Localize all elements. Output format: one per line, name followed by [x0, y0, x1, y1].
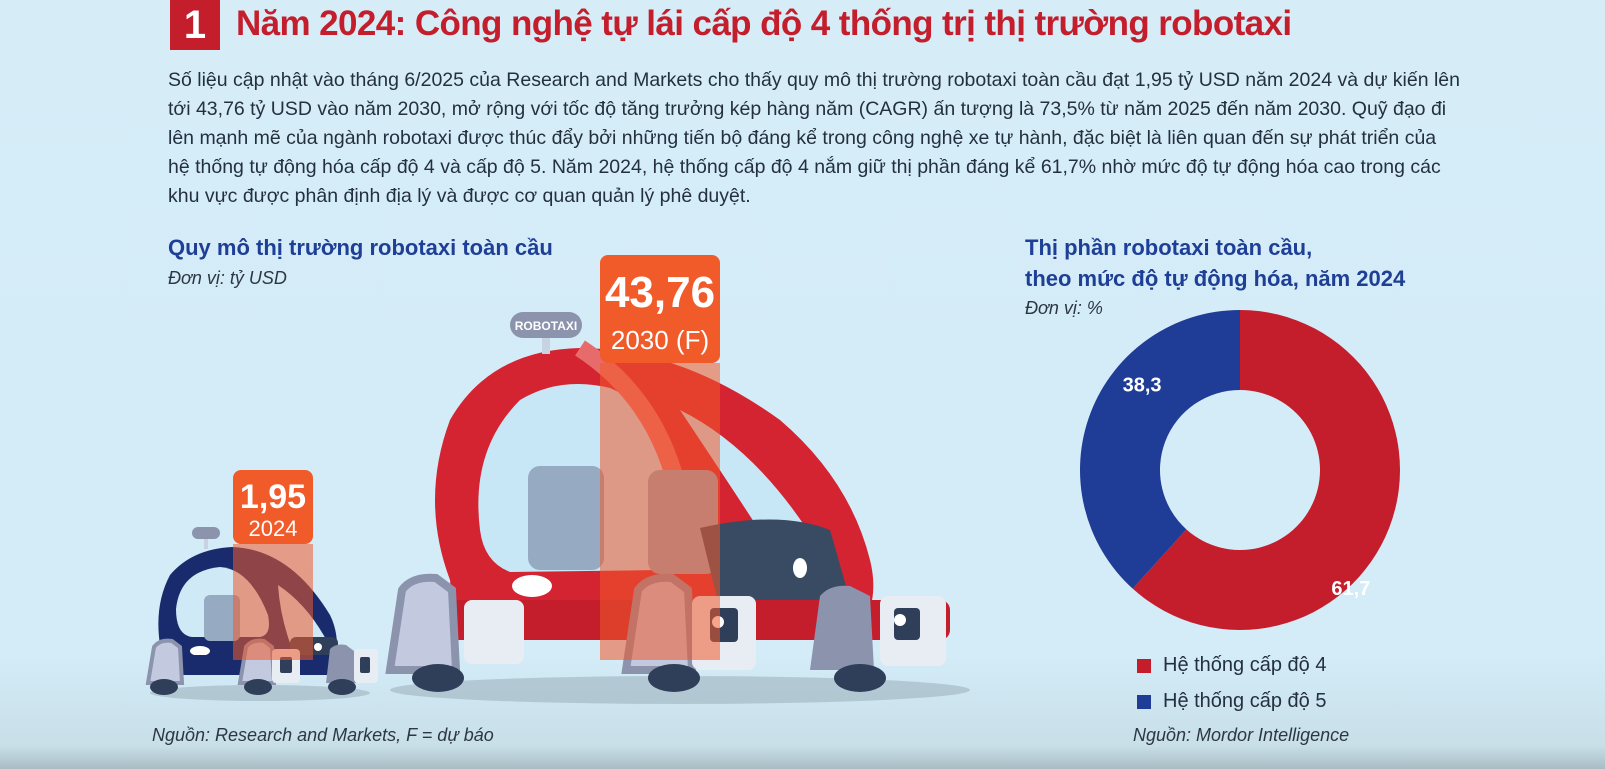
bar-value-label-2030 (F): 43,76: [605, 268, 715, 317]
share-donut-chart: 61,7 38,3: [1080, 310, 1400, 630]
section-number-badge: 1: [170, 0, 220, 50]
donut-value-label-level-4: 61,7: [1331, 578, 1370, 600]
share-chart-title-line-2: theo mức độ tự động hóa, năm 2024: [1025, 266, 1406, 291]
market-size-chart-title: Quy mô thị trường robotaxi toàn cầu: [168, 235, 553, 260]
small-car-sign: [192, 527, 220, 539]
bar-category-label-2030 (F): 2030 (F): [611, 325, 709, 355]
bar-value-box-2030 (F): [600, 255, 720, 363]
share-chart-unit: Đơn vị: %: [1025, 298, 1103, 318]
legend-label-level-5: Hệ thống cấp độ 5: [1163, 690, 1327, 712]
page-title: Năm 2024: Công nghệ tự lái cấp độ 4 thốn…: [236, 4, 1292, 43]
bar-2024: [233, 544, 313, 660]
legend-item-level-5: Hệ thống cấp độ 5: [1137, 690, 1326, 713]
legend-label-level-4: Hệ thống cấp độ 4: [1163, 654, 1327, 676]
share-chart-title-line-1: Thị phần robotaxi toàn cầu,: [1025, 235, 1313, 260]
donut-slice-level-5: [1080, 310, 1240, 589]
share-chart-source: Nguồn: Mordor Intelligence: [1133, 725, 1350, 745]
robotaxi-sign-text: ROBOTAXI: [515, 319, 577, 333]
robotaxi-sign: ROBOTAXI: [510, 312, 582, 354]
legend-swatch-level-4: [1137, 658, 1151, 673]
bar-category-label-2024: 2024: [249, 516, 298, 541]
legend-swatch-level-5: [1137, 694, 1151, 709]
share-chart-title: Thị phần robotaxi toàn cầu, theo mức độ …: [1025, 232, 1405, 294]
bar-2030 (F): [600, 363, 720, 660]
legend-item-level-4: Hệ thống cấp độ 4: [1137, 654, 1326, 677]
bar-value-box-2024: [233, 470, 313, 544]
market-size-unit: Đơn vị: tỷ USD: [168, 268, 287, 288]
bar-value-label-2024: 1,95: [240, 478, 306, 516]
donut-value-label-level-5: 38,3: [1123, 375, 1162, 397]
intro-paragraph: Số liệu cập nhật vào tháng 6/2025 của Re…: [168, 69, 1460, 207]
donut-slice-level-4: [1132, 310, 1400, 630]
market-size-source: Nguồn: Research and Markets, F = dự báo: [152, 725, 494, 745]
